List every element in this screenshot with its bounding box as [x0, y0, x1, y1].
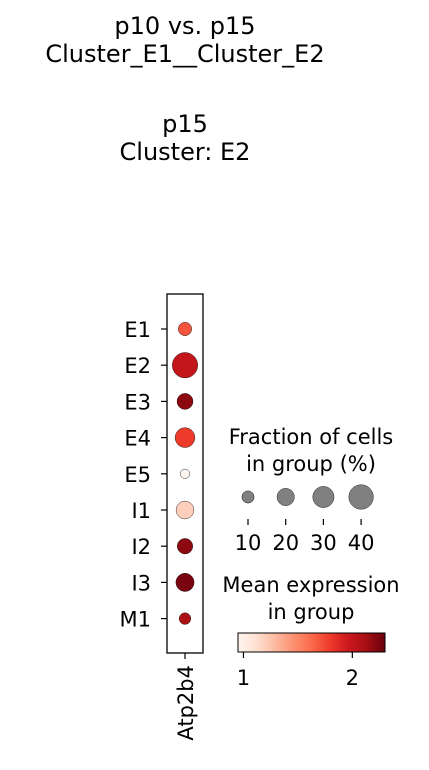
colorbar-tick-label: 2	[346, 666, 359, 690]
size-legend-label: 20	[272, 531, 299, 555]
size-legend-title: Fraction of cells in group (%)	[229, 425, 394, 476]
colorbar	[237, 632, 386, 653]
dot-m1	[178, 612, 192, 625]
dot-i2	[177, 538, 193, 555]
size-legend-label: 10	[235, 531, 262, 555]
color-legend-title: Mean expression in group	[222, 573, 399, 624]
group-label-e1: E1	[124, 318, 151, 342]
group-label-i2: I2	[131, 535, 151, 559]
size-legend-dot	[276, 488, 295, 506]
group-labels: E1 E2 E3 E4 E5 I1 I2 I3 M1	[120, 318, 167, 632]
size-legend-label: 40	[348, 531, 375, 555]
group-label-e2: E2	[124, 354, 151, 378]
chart-title: p10 vs. p15 Cluster_E1__Cluster_E2	[45, 12, 325, 68]
colorbar-tick-label: 1	[237, 666, 250, 690]
dot-e1	[178, 322, 192, 336]
size-legend-label: 30	[310, 531, 337, 555]
group-label-e5: E5	[124, 463, 151, 487]
dot-i3	[175, 573, 195, 592]
dots-layer	[172, 322, 198, 625]
size-legend-dot	[241, 490, 255, 504]
chart-subtitle: p15 Cluster: E2	[119, 110, 251, 166]
group-label-e4: E4	[124, 427, 151, 451]
group-label-i3: I3	[131, 571, 151, 595]
size-legend-dot	[348, 484, 374, 510]
dot-e5	[180, 468, 190, 479]
group-label-e3: E3	[124, 390, 151, 414]
dot-e3	[176, 393, 194, 410]
gene-labels: Atp2b4	[174, 653, 198, 741]
gene-label: Atp2b4	[174, 665, 198, 741]
size-legend-dot	[312, 486, 335, 508]
group-label-i1: I1	[131, 499, 151, 523]
dot-e4	[174, 427, 196, 448]
dot-e2	[172, 352, 198, 379]
group-label-m1: M1	[120, 608, 151, 632]
dot-i1	[175, 500, 195, 520]
size-legend: 10 20 30 40	[235, 484, 375, 555]
